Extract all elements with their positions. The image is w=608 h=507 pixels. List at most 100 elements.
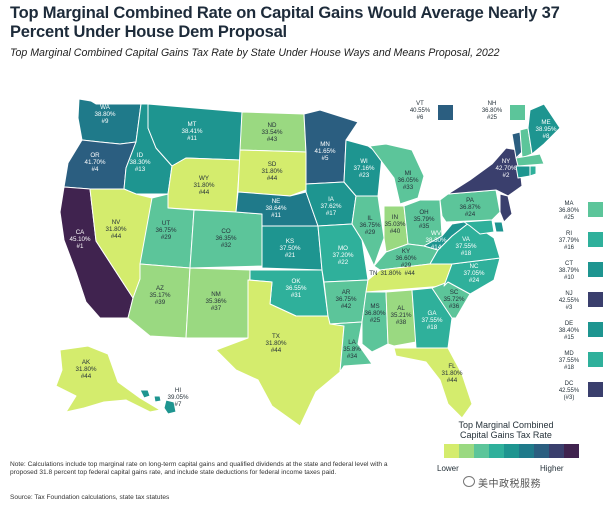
state-CT[interactable] (515, 165, 531, 179)
callout-rate: 40.55% (409, 107, 431, 114)
label-IL: IL 36.75% #29 (360, 215, 381, 236)
swatch-MA[interactable] (588, 202, 603, 217)
label-IA: IA 37.62% #17 (321, 196, 342, 217)
label-HI: HI 39.05% #7 (168, 387, 189, 408)
state-FL[interactable] (393, 347, 473, 419)
label-NY: NY 42.70% #2 (496, 158, 517, 179)
state-WV[interactable] (423, 221, 471, 251)
state-RI[interactable] (529, 165, 537, 177)
callout-rate: 42.55% (558, 387, 580, 394)
callout-rank: #18 (563, 364, 574, 371)
swatch-VT[interactable] (438, 105, 453, 120)
map-title: Top Marginal Combined Rate on Capital Ga… (10, 4, 560, 41)
state-AL[interactable] (385, 289, 417, 347)
label-WY: WY 31.80% #44 (194, 175, 215, 196)
legend-swatch-3 (474, 444, 489, 458)
legend-swatch-5 (504, 444, 519, 458)
state-MI[interactable] (369, 143, 425, 205)
callout-rate: 36.80% (481, 107, 503, 114)
label-MN: MN 41.65% #5 (315, 141, 336, 162)
watermark-icon (463, 476, 475, 487)
callout-rank: (#3) (563, 394, 575, 401)
label-AR: AR 36.75% #42 (336, 289, 357, 310)
callout-rate: 38.40% (558, 327, 580, 334)
map-subtitle: Top Marginal Combined Capital Gains Tax … (10, 47, 500, 59)
callout-abbr: MA (564, 201, 574, 207)
label-UT: UT 36.75% #29 (156, 220, 177, 241)
state-NJ[interactable] (499, 193, 513, 223)
callout-rank: #6 (416, 114, 424, 121)
legend-title: Top Marginal Combined Capital Gains Tax … (458, 420, 554, 440)
label-MO: MO 37.20% #22 (333, 245, 354, 266)
callout-abbr: NJ (565, 291, 573, 297)
legend-swatch-2 (459, 444, 474, 458)
label-WI: WI 37.16% #23 (354, 158, 375, 179)
callout-rate: 37.55% (558, 357, 580, 364)
legend-swatch-4 (489, 444, 504, 458)
label-NC: NC 37.05% #24 (464, 263, 485, 284)
label-MS: MS 36.80% #25 (365, 303, 386, 324)
state-TX[interactable] (215, 279, 345, 427)
callout-abbr: VT (416, 101, 424, 107)
callout-abbr: DC (564, 381, 574, 387)
state-LA[interactable] (329, 321, 373, 373)
label-LA: LA 35.8% #34 (343, 339, 361, 360)
state-MA[interactable] (515, 153, 545, 167)
label-MT: MT 38.41% #11 (182, 121, 203, 142)
label-AL: AL 35.21% #38 (391, 305, 412, 326)
label-TN: TN 31.80% #44 (369, 270, 415, 277)
state-NY[interactable] (447, 147, 523, 197)
swatch-NJ[interactable] (588, 292, 603, 307)
label-MI: MI 36.05% #33 (398, 170, 419, 191)
swatch-DC[interactable] (588, 382, 603, 397)
label-KS: KS 37.50% #21 (280, 238, 301, 259)
callout-CT: CT 38.79% #10 (553, 260, 607, 288)
label-CO: CO 36.35% #32 (216, 228, 237, 249)
label-AK: AK 31.80% #44 (76, 359, 97, 380)
callout-MD: MD 37.55% #18 (553, 350, 607, 378)
label-IN: IN 35.03% #40 (385, 214, 406, 235)
label-VA: VA 37.55% #18 (456, 236, 477, 257)
swatch-MD[interactable] (588, 352, 603, 367)
callout-rank: #25 (486, 114, 497, 121)
state-ME[interactable] (527, 103, 561, 155)
callout-rank: #15 (563, 334, 574, 341)
state-NM[interactable] (185, 267, 251, 339)
label-SD: SD 31.80% #44 (262, 161, 283, 182)
label-ND: ND 33.54% #43 (262, 122, 283, 143)
swatch-RI[interactable] (588, 232, 603, 247)
callout-rank: #3 (565, 304, 573, 311)
swatch-DE[interactable] (588, 322, 603, 337)
state-AK[interactable] (55, 345, 161, 413)
state-SD[interactable] (237, 149, 307, 197)
legend-swatch-9 (564, 444, 579, 458)
callout-rate: 42.55% (558, 297, 580, 304)
callout-abbr: DE (564, 321, 574, 327)
callout-MA: MA 36.80% #25 (553, 200, 607, 228)
callout-DE: DE 38.40% #15 (553, 320, 607, 348)
callout-rate: 36.80% (558, 207, 580, 214)
state-MD[interactable] (463, 219, 495, 235)
source-line: Source: Tax Foundation calculations, sta… (10, 494, 170, 501)
legend-low-label: Lower (437, 464, 459, 473)
callout-rate: 37.79% (558, 237, 580, 244)
callout-NJ: NJ 42.55% #3 (553, 290, 607, 318)
label-NV: NV 31.80% #44 (106, 219, 127, 240)
legend-swatch-7 (534, 444, 549, 458)
label-SC: SC 35.72% #36 (444, 289, 465, 310)
label-TX: TX 31.80% #44 (266, 333, 287, 354)
state-DE[interactable] (493, 221, 505, 233)
label-ID: ID 38.30% #13 (130, 152, 151, 173)
callout-abbr: CT (565, 261, 573, 267)
label-WV: WV 38.30% #14 (426, 230, 447, 251)
callout-rank: #16 (563, 244, 574, 251)
label-PA: PA 36.87% #24 (460, 197, 481, 218)
callout-DC: DC 42.55% (#3) (553, 380, 607, 408)
label-FL: FL 31.80% #44 (442, 363, 463, 384)
label-OK: OK 36.55% #31 (286, 278, 307, 299)
state-HI[interactable] (139, 389, 177, 415)
callout-abbr: NH (487, 101, 497, 107)
swatch-CT[interactable] (588, 262, 603, 277)
swatch-NH[interactable] (510, 105, 525, 120)
